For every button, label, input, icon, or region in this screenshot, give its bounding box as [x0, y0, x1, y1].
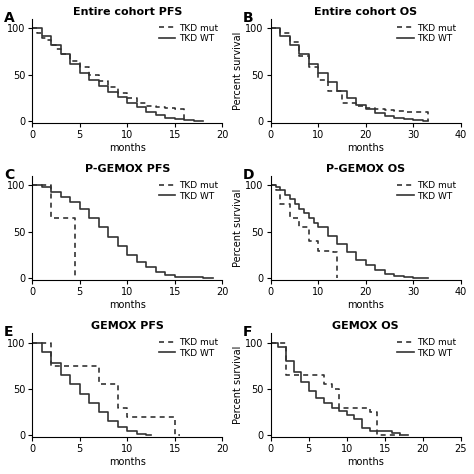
Y-axis label: Percent survival: Percent survival — [233, 189, 243, 267]
X-axis label: months: months — [347, 300, 384, 310]
Text: C: C — [4, 168, 14, 182]
X-axis label: months: months — [109, 300, 146, 310]
Legend: TKD mut, TKD WT: TKD mut, TKD WT — [159, 181, 218, 201]
Text: F: F — [242, 325, 252, 339]
Title: GEMOX OS: GEMOX OS — [332, 321, 399, 331]
Legend: TKD mut, TKD WT: TKD mut, TKD WT — [397, 24, 456, 44]
Y-axis label: Percent survival: Percent survival — [233, 32, 243, 110]
Title: Entire cohort OS: Entire cohort OS — [314, 7, 417, 17]
Title: GEMOX PFS: GEMOX PFS — [91, 321, 164, 331]
Text: D: D — [242, 168, 254, 182]
X-axis label: months: months — [109, 457, 146, 467]
Legend: TKD mut, TKD WT: TKD mut, TKD WT — [397, 338, 456, 357]
Text: E: E — [4, 325, 13, 339]
X-axis label: months: months — [347, 143, 384, 153]
Title: P-GEMOX OS: P-GEMOX OS — [326, 164, 405, 174]
Y-axis label: Percent survival: Percent survival — [233, 346, 243, 425]
X-axis label: months: months — [109, 143, 146, 153]
Legend: TKD mut, TKD WT: TKD mut, TKD WT — [159, 24, 218, 44]
Title: P-GEMOX PFS: P-GEMOX PFS — [84, 164, 170, 174]
Text: B: B — [242, 11, 253, 25]
Legend: TKD mut, TKD WT: TKD mut, TKD WT — [159, 338, 218, 357]
X-axis label: months: months — [347, 457, 384, 467]
Text: A: A — [4, 11, 15, 25]
Legend: TKD mut, TKD WT: TKD mut, TKD WT — [397, 181, 456, 201]
Title: Entire cohort PFS: Entire cohort PFS — [73, 7, 182, 17]
